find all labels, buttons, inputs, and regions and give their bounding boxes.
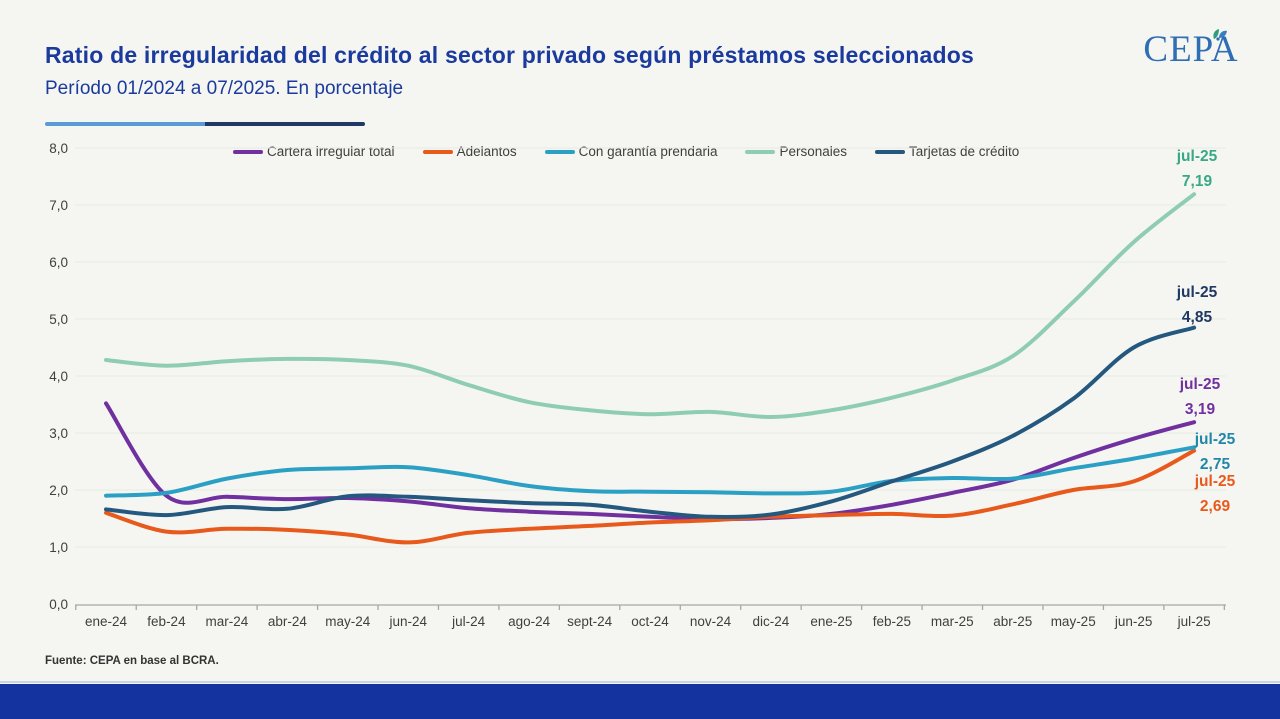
cepa-logo: CEPA — [1136, 24, 1246, 76]
line-con-garantia-prendaria — [104, 445, 1197, 498]
cepa-logo-leaves-icon — [1213, 29, 1227, 41]
x-axis-tick-label: sept-24 — [567, 614, 613, 629]
end-label-month-con-garantia-prendaria: jul-25 — [1194, 431, 1236, 448]
y-axis-tick-label: 1,0 — [49, 540, 68, 555]
legend-swatch-tarjetas-de-credito — [875, 149, 905, 154]
x-axis-tick-label: jun-24 — [388, 614, 427, 629]
y-axis-tick-label: 3,0 — [49, 426, 68, 441]
end-label-month-tarjetas-de-credito: jul-25 — [1176, 284, 1218, 301]
page-subtitle: Período 01/2024 a 07/2025. En porcentaje — [45, 78, 404, 99]
legend-swatch-con-garantia-prendaria — [544, 149, 575, 154]
x-axis-tick-label: may-24 — [325, 614, 371, 629]
end-label-month-cartera-irregular-total: jul-25 — [1179, 376, 1221, 393]
y-axis-tick-label: 6,0 — [49, 255, 68, 270]
source-note: Fuente: CEPA en base al BCRA. — [45, 655, 219, 667]
y-axis-tick-label: 0,0 — [49, 597, 68, 612]
x-axis-tick-label: oct-24 — [631, 614, 669, 629]
end-label-value-personales: 7,19 — [1182, 173, 1213, 190]
footer-hairline — [0, 681, 1280, 683]
x-axis-tick-label: mar-25 — [931, 614, 974, 629]
legend-swatch-adelantos — [422, 149, 453, 154]
footer-bar — [0, 684, 1280, 719]
line-tarjetas-de-credito — [104, 325, 1197, 520]
y-axis-tick-label: 2,0 — [49, 483, 68, 498]
line-personales — [104, 192, 1197, 420]
x-axis-tick-label: jun-25 — [1114, 614, 1153, 629]
y-axis-tick-label: 4,0 — [49, 369, 68, 384]
end-label-value-con-garantia-prendaria: 2,75 — [1200, 456, 1231, 473]
end-label-month-adelantos: jul-25 — [1194, 473, 1236, 490]
x-axis-tick-label: jul-25 — [1177, 614, 1211, 629]
legend-swatch-personales — [745, 149, 776, 154]
x-axis-tick-label: may-25 — [1051, 614, 1096, 629]
legend-swatch-cartera-irregular-total — [233, 149, 263, 154]
x-axis-tick-label: dic-24 — [753, 614, 790, 629]
divider-light-segment — [45, 122, 205, 126]
end-label-value-cartera-irregular-total: 3,19 — [1185, 401, 1216, 418]
page-title: Ratio de irregularidad del crédito al se… — [45, 42, 975, 68]
x-axis-tick-label: ene-24 — [85, 614, 128, 629]
divider-dark-segment — [205, 122, 365, 126]
end-label-value-tarjetas-de-credito: 4,85 — [1182, 309, 1213, 326]
x-axis-tick-label: abr-24 — [268, 614, 308, 629]
x-axis-tick-label: feb-25 — [873, 614, 911, 629]
x-axis-tick-label: jul-24 — [451, 614, 486, 629]
end-label-value-adelantos: 2,69 — [1200, 498, 1231, 515]
title-divider — [45, 122, 365, 126]
line-adelantos — [104, 448, 1197, 545]
y-axis-tick-label: 8,0 — [49, 141, 68, 156]
end-label-month-personales: jul-25 — [1176, 148, 1218, 165]
y-axis-tick-label: 7,0 — [49, 198, 68, 213]
x-axis-tick-label: abr-25 — [993, 614, 1032, 629]
x-axis-tick-label: mar-24 — [206, 614, 249, 629]
x-axis-tick-label: ago-24 — [508, 614, 551, 629]
x-axis-tick-label: feb-24 — [147, 614, 186, 629]
x-axis-tick-label: ene-25 — [810, 614, 852, 629]
x-axis-tick-label: nov-24 — [690, 614, 732, 629]
y-axis-tick-label: 5,0 — [49, 312, 68, 327]
